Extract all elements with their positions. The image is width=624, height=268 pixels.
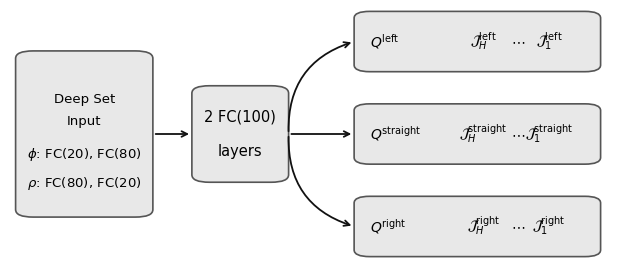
FancyBboxPatch shape (16, 51, 153, 217)
FancyBboxPatch shape (192, 86, 288, 182)
Text: $Q^{\mathrm{straight}}$: $Q^{\mathrm{straight}}$ (369, 125, 421, 143)
Text: 2 FC(100): 2 FC(100) (204, 109, 276, 124)
FancyBboxPatch shape (354, 196, 600, 257)
FancyBboxPatch shape (354, 12, 600, 72)
Text: $\mathcal{J}_H^{\mathrm{right}}$: $\mathcal{J}_H^{\mathrm{right}}$ (467, 215, 500, 238)
Text: $\cdots$: $\cdots$ (511, 219, 525, 233)
Text: Input: Input (67, 116, 102, 128)
Text: layers: layers (218, 144, 263, 159)
Text: $\rho$: FC(80), FC(20): $\rho$: FC(80), FC(20) (27, 175, 142, 192)
Text: $\cdots$: $\cdots$ (511, 127, 525, 141)
Text: $\mathcal{J}_H^{\mathrm{straight}}$: $\mathcal{J}_H^{\mathrm{straight}}$ (459, 122, 508, 146)
Text: $\mathcal{J}_1^{\mathrm{left}}$: $\mathcal{J}_1^{\mathrm{left}}$ (536, 31, 562, 53)
FancyBboxPatch shape (354, 104, 600, 164)
Text: $\cdots$: $\cdots$ (511, 35, 525, 49)
Text: Deep Set: Deep Set (54, 93, 115, 106)
Text: $\mathcal{J}_H^{\mathrm{left}}$: $\mathcal{J}_H^{\mathrm{left}}$ (470, 31, 497, 53)
Text: $\mathcal{J}_1^{\mathrm{right}}$: $\mathcal{J}_1^{\mathrm{right}}$ (532, 215, 566, 238)
Text: $Q^{\mathrm{right}}$: $Q^{\mathrm{right}}$ (369, 217, 406, 236)
Text: $\phi$: FC(20), FC(80): $\phi$: FC(20), FC(80) (27, 146, 142, 163)
Text: $\mathcal{J}_1^{\mathrm{straight}}$: $\mathcal{J}_1^{\mathrm{straight}}$ (525, 122, 573, 146)
Text: $Q^{\mathrm{left}}$: $Q^{\mathrm{left}}$ (369, 32, 399, 51)
